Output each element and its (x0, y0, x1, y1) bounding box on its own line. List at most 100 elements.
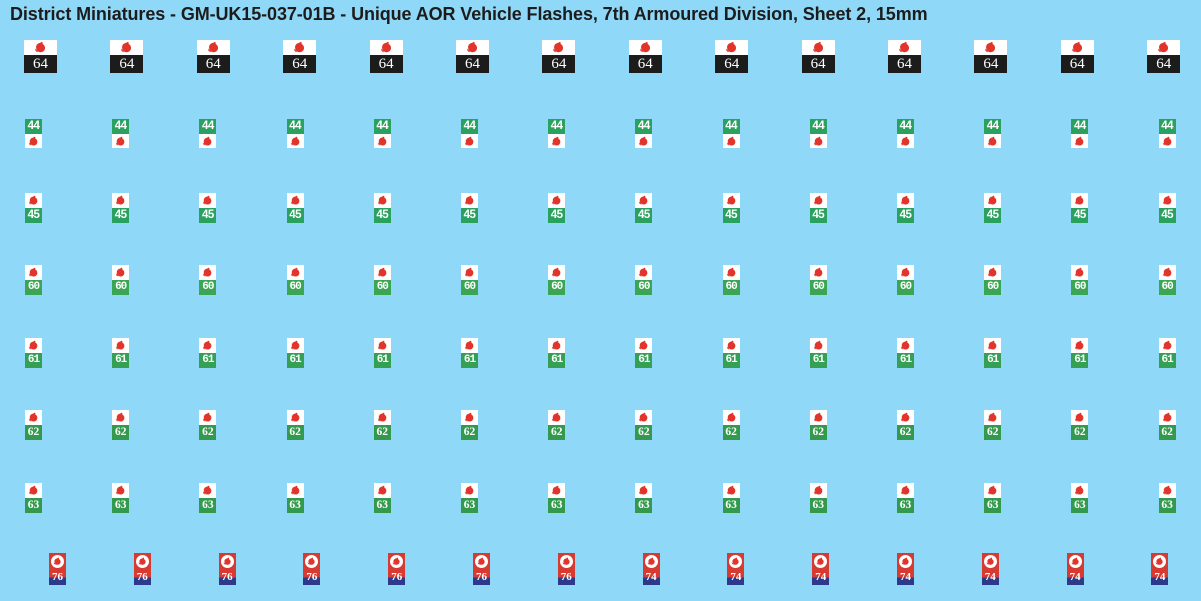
decal-63: 63 (984, 483, 1002, 513)
rat-panel (548, 483, 566, 498)
desert-rat-icon (900, 340, 910, 350)
rat-panel (897, 193, 914, 208)
number-panel: 76 (388, 570, 406, 585)
rat-panel (984, 134, 1002, 148)
rat-panel (984, 338, 1002, 353)
decal-76: 76 (303, 553, 321, 585)
desert-rat-icon (813, 267, 823, 277)
decal-60: 60 (635, 265, 653, 295)
desert-rat-icon (813, 412, 823, 422)
number-panel: 64 (110, 55, 144, 73)
rat-panel (722, 193, 740, 208)
decal-63: 63 (112, 483, 130, 513)
decal-74: 74 (812, 553, 830, 585)
number-panel: 45 (722, 208, 740, 223)
number-panel: 45 (199, 208, 217, 223)
desert-rat-icon (900, 195, 910, 205)
number-panel: 74 (897, 570, 914, 585)
number-panel: 60 (548, 280, 566, 295)
roundel-panel (727, 553, 745, 570)
number-panel: 64 (542, 55, 576, 73)
rat-panel (548, 134, 566, 148)
rat-panel (722, 338, 740, 353)
number-panel: 74 (1151, 570, 1169, 585)
decal-61: 61 (286, 338, 304, 368)
number-panel: 45 (984, 208, 1002, 223)
number-panel: 45 (286, 208, 304, 223)
desert-rat-icon (726, 195, 735, 205)
number-panel: 63 (461, 498, 478, 513)
decal-44: 44 (722, 119, 740, 148)
number-panel: 63 (25, 498, 42, 513)
number-panel: 44 (25, 119, 42, 134)
rat-panel (369, 40, 403, 55)
desert-rat-icon (900, 267, 910, 277)
desert-rat-icon (290, 485, 299, 495)
desert-rat-icon (647, 557, 655, 565)
desert-rat-icon (290, 195, 299, 205)
rat-panel (286, 265, 304, 280)
roundel-panel (133, 553, 151, 570)
decal-63: 63 (1158, 483, 1176, 513)
decal-63: 63 (809, 483, 827, 513)
desert-rat-icon (207, 41, 218, 53)
desert-rat-icon (35, 41, 46, 53)
number-panel: 63 (809, 498, 827, 513)
desert-rat-icon (901, 557, 909, 565)
roundel-circle (559, 555, 573, 568)
decal-60: 60 (25, 265, 42, 295)
decal-60: 60 (984, 265, 1002, 295)
number-panel: 61 (1071, 353, 1089, 368)
rat-panel (897, 265, 914, 280)
decal-44: 44 (199, 119, 217, 148)
desert-rat-icon (552, 485, 561, 495)
decal-61: 61 (1071, 338, 1089, 368)
decal-45: 45 (548, 193, 566, 223)
decal-45: 45 (722, 193, 740, 223)
desert-rat-icon (552, 136, 561, 146)
rat-panel (809, 410, 827, 425)
decal-62: 62 (897, 410, 914, 440)
rat-panel (722, 483, 740, 498)
number-panel: 64 (715, 55, 749, 73)
rat-panel (112, 338, 130, 353)
desert-rat-icon (639, 412, 648, 422)
decal-45: 45 (199, 193, 217, 223)
number-panel: 45 (112, 208, 130, 223)
number-panel: 45 (635, 208, 653, 223)
number-panel: 45 (461, 208, 478, 223)
decal-63: 63 (373, 483, 391, 513)
roundel-circle (1068, 555, 1082, 568)
desert-rat-icon (464, 136, 474, 146)
desert-rat-icon (1162, 412, 1171, 422)
desert-rat-icon (203, 412, 212, 422)
rat-panel (635, 193, 653, 208)
desert-rat-icon (377, 267, 387, 277)
decal-44: 44 (373, 119, 391, 148)
rat-panel (456, 40, 489, 55)
number-panel: 62 (112, 425, 130, 440)
desert-rat-icon (726, 412, 735, 422)
number-panel: 62 (199, 425, 217, 440)
roundel-circle (305, 555, 319, 568)
roundel-circle (1153, 555, 1167, 568)
decal-45: 45 (1158, 193, 1176, 223)
number-panel: 64 (974, 55, 1008, 73)
desert-rat-icon (988, 412, 997, 422)
number-panel: 76 (557, 570, 575, 585)
rat-panel (1071, 483, 1089, 498)
decal-74: 74 (1066, 553, 1084, 585)
number-panel: 44 (112, 119, 130, 134)
desert-rat-icon (138, 557, 146, 565)
desert-rat-icon (121, 41, 132, 53)
rat-panel (286, 193, 304, 208)
number-panel: 60 (809, 280, 827, 295)
decal-76: 76 (218, 553, 236, 585)
desert-rat-icon (203, 136, 212, 146)
rat-panel (1071, 338, 1089, 353)
decal-44: 44 (809, 119, 827, 148)
desert-rat-icon (28, 412, 38, 422)
desert-rat-icon (1162, 485, 1171, 495)
roundel-panel (473, 553, 490, 570)
number-panel: 63 (199, 498, 217, 513)
